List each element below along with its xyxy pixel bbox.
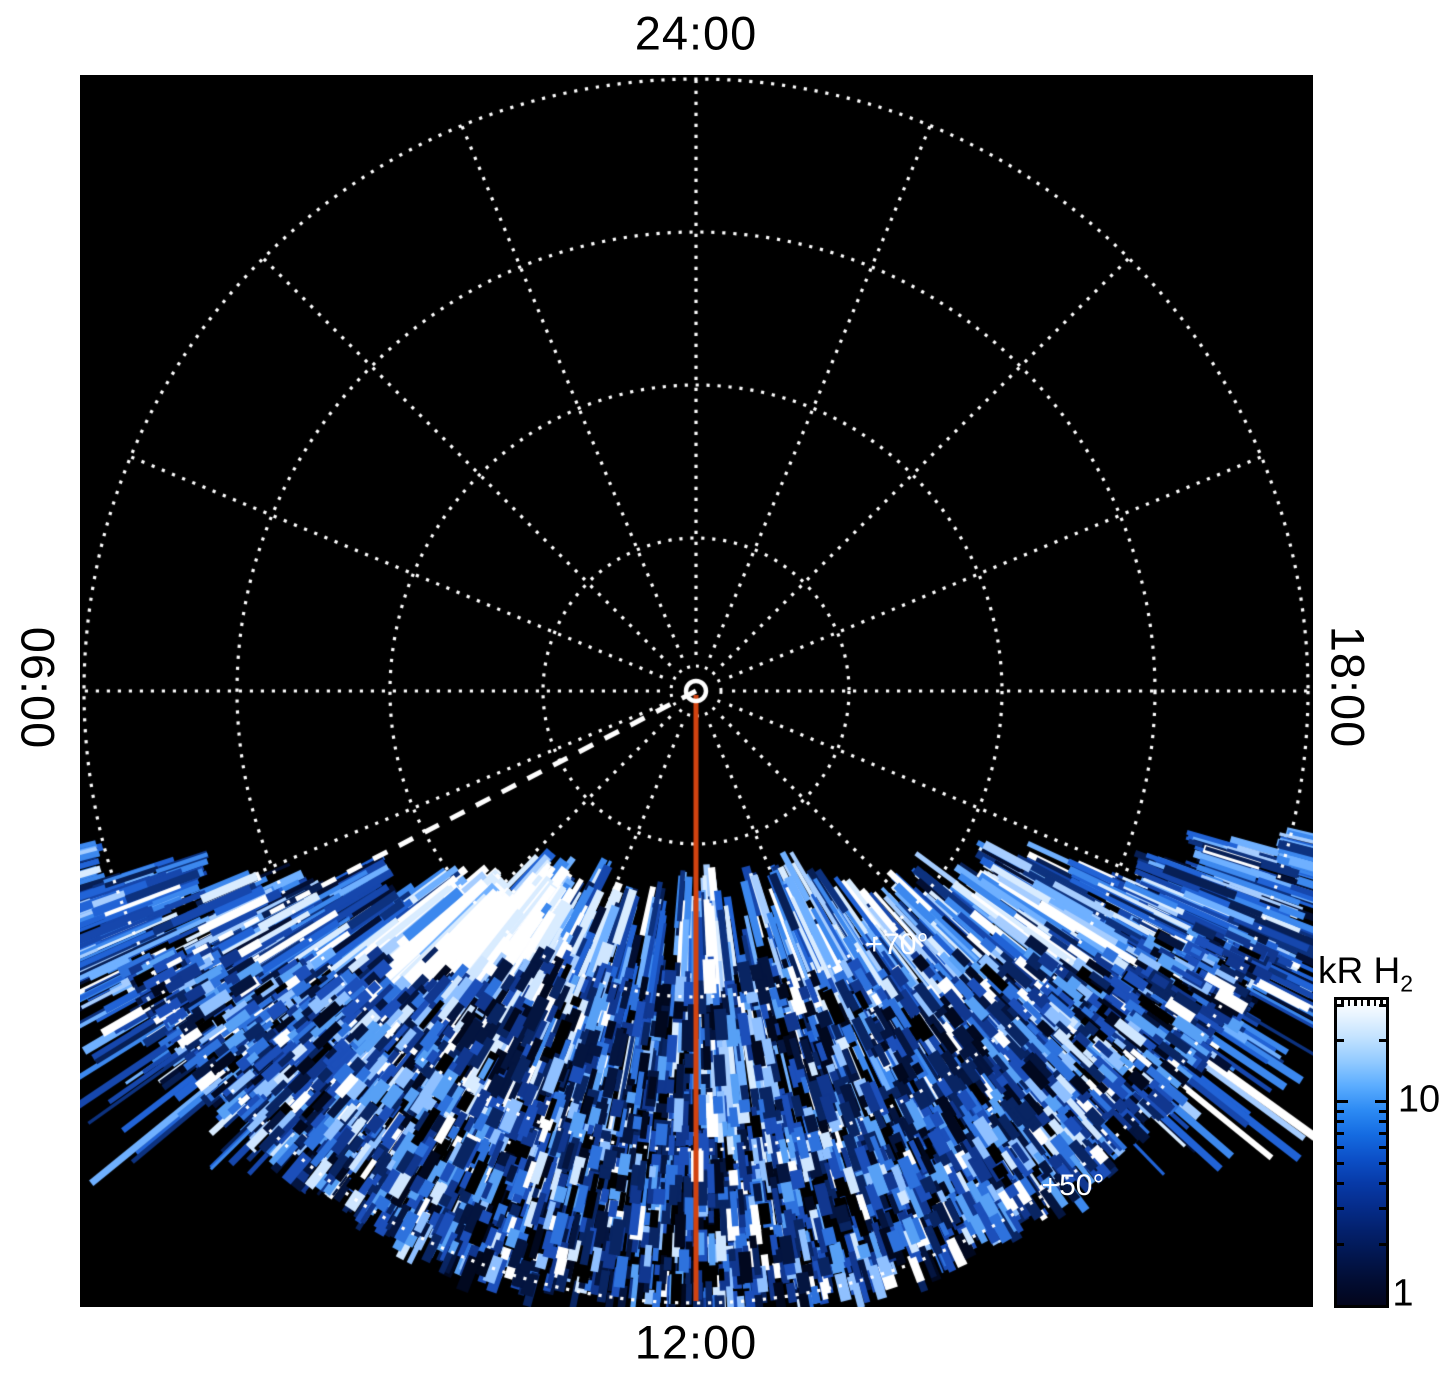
- colorbar-tick-mark: [1379, 1039, 1386, 1043]
- colorbar-title-base: kR H: [1318, 950, 1401, 991]
- colorbar-gradient: [1337, 1000, 1386, 1305]
- colorbar-tick-mark: [1354, 1000, 1357, 1006]
- colorbar-tick-mark: [1379, 1242, 1386, 1246]
- colorbar-tick-mark: [1337, 1145, 1344, 1149]
- lat-label-50: +50°: [1041, 1169, 1105, 1202]
- colorbar-tick-mark: [1337, 1206, 1344, 1210]
- lat-label-70: +70°: [865, 928, 929, 961]
- clock-label-18: 18:00: [1321, 625, 1375, 749]
- colorbar-tick-mark: [1337, 1161, 1344, 1165]
- polar-map-canvas: [80, 75, 1313, 1307]
- colorbar-title-sub: 2: [1400, 970, 1414, 997]
- colorbar-tick-mark: [1379, 1132, 1386, 1136]
- colorbar-tick-mark: [1337, 1242, 1344, 1246]
- colorbar: [1334, 997, 1389, 1308]
- colorbar-tick-mark: [1337, 1039, 1344, 1043]
- colorbar-tick-1: 1: [1392, 1272, 1414, 1315]
- colorbar-tick-mark: [1341, 1000, 1344, 1006]
- colorbar-tick-mark: [1380, 1000, 1383, 1006]
- colorbar-tick-mark: [1337, 1120, 1344, 1124]
- colorbar-tick-mark: [1367, 1000, 1370, 1006]
- colorbar-tick-10: 10: [1397, 1078, 1441, 1121]
- clock-label-06: 06:00: [11, 626, 65, 750]
- colorbar-tick-mark: [1360, 1000, 1363, 1006]
- plot-area: +70° +50°: [80, 75, 1313, 1307]
- colorbar-tick-mark: [1337, 1100, 1348, 1104]
- colorbar-tick-mark: [1379, 1206, 1386, 1210]
- colorbar-tick-mark: [1379, 1145, 1386, 1149]
- colorbar-tick-mark: [1347, 1000, 1350, 1006]
- clock-label-12: 12:00: [634, 1315, 758, 1369]
- colorbar-tick-mark: [1379, 1109, 1386, 1113]
- colorbar-tick-mark: [1373, 1000, 1376, 1006]
- colorbar-tick-mark: [1337, 1181, 1344, 1185]
- clock-label-24: 24:00: [634, 6, 758, 60]
- colorbar-tick-mark: [1379, 1120, 1386, 1124]
- colorbar-tick-mark: [1337, 1132, 1344, 1136]
- colorbar-tick-mark: [1337, 1003, 1344, 1007]
- colorbar-tick-mark: [1375, 1100, 1386, 1104]
- colorbar-tick-mark: [1379, 1181, 1386, 1185]
- colorbar-tick-mark: [1379, 1161, 1386, 1165]
- colorbar-tick-mark: [1379, 1003, 1386, 1007]
- colorbar-tick-mark: [1337, 1109, 1344, 1113]
- colorbar-title: kR H2: [1318, 950, 1413, 997]
